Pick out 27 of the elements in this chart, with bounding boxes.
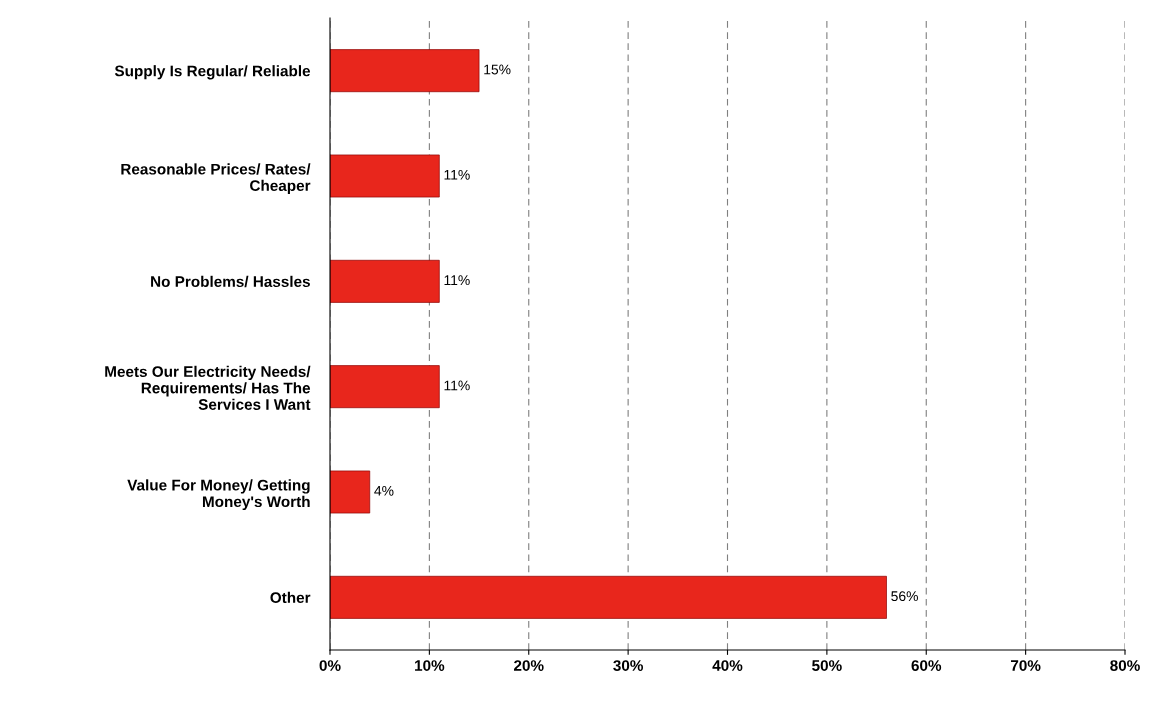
- y-tick-label: Reasonable Prices/ Rates/ Cheaper: [121, 163, 311, 195]
- bar: [330, 470, 371, 514]
- x-tick-label: 50%: [812, 660, 842, 671]
- y-tick-label: Other: [270, 591, 311, 604]
- data-label: 15%: [484, 64, 511, 75]
- y-tick-label: Value For Money/ Getting Money's Worth: [127, 479, 310, 511]
- x-tick-label: 70%: [1010, 660, 1041, 671]
- data-label: 11%: [444, 275, 470, 286]
- data-label: 56%: [891, 591, 918, 602]
- x-tick-label: 0%: [319, 660, 341, 671]
- y-tick-label: No Problems/ Hassles: [151, 275, 310, 288]
- bar: [330, 575, 887, 619]
- x-tick-label: 60%: [911, 660, 942, 671]
- x-tick-label: 40%: [712, 660, 743, 671]
- x-tick-label: 80%: [1110, 660, 1140, 671]
- bar: [330, 49, 480, 93]
- x-tick-label: 30%: [613, 660, 644, 671]
- x-tick-label: 10%: [415, 660, 445, 671]
- bar: [330, 365, 440, 409]
- bar: [330, 154, 440, 198]
- y-tick-label: Meets Our Electricity Needs/ Requirements/ Has The Services I Want: [105, 365, 311, 410]
- bar: [330, 259, 440, 303]
- data-label: 11%: [444, 169, 470, 180]
- data-label: 11%: [444, 380, 470, 391]
- y-tick-label: Supply Is Regular/ Reliable: [114, 65, 311, 80]
- data-label: 4%: [374, 485, 394, 496]
- x-tick-label: 20%: [513, 660, 544, 671]
